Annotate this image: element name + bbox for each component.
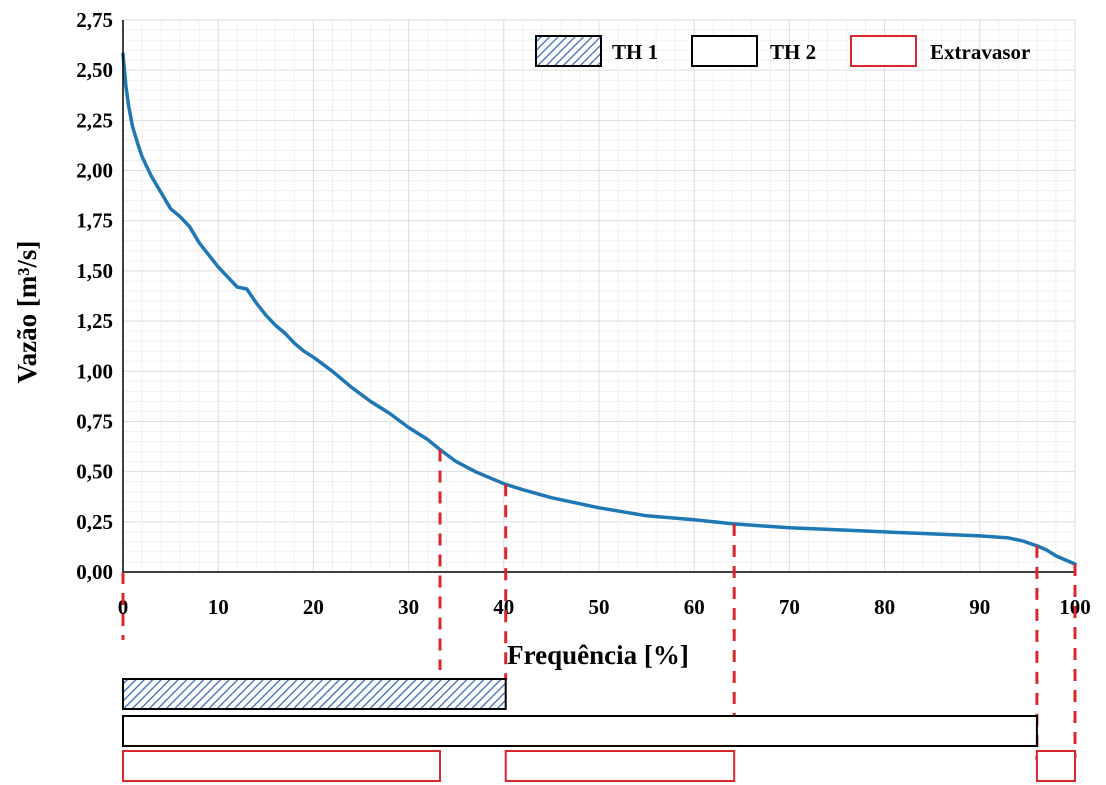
operation-bar-extravasor bbox=[122, 750, 442, 782]
y-tick-label: 2,25 bbox=[76, 108, 113, 132]
legend-label: Extravasor bbox=[930, 40, 1030, 64]
legend-label: TH 2 bbox=[770, 40, 816, 64]
legend-swatch-th-2 bbox=[691, 35, 758, 67]
grid-lines bbox=[122, 19, 1076, 573]
x-tick-label: 20 bbox=[303, 595, 324, 619]
y-tick-labels: 0,00 0,25 0,50 0,75 1,00 1,25 1,50 1,75 2,00 2,25… bbox=[76, 8, 113, 584]
operation-bar-extravasor bbox=[504, 750, 736, 782]
x-tick-label: 50 bbox=[589, 595, 610, 619]
operation-bar-th-1 bbox=[122, 678, 507, 710]
x-tick-label: 80 bbox=[874, 595, 895, 619]
x-tick-label: 70 bbox=[779, 595, 800, 619]
legend-swatch-th-1 bbox=[535, 35, 602, 67]
y-tick-label: 0,00 bbox=[76, 560, 113, 584]
x-tick-label: 90 bbox=[969, 595, 990, 619]
x-tick-label: 30 bbox=[398, 595, 419, 619]
x-tick-label: 60 bbox=[684, 595, 705, 619]
legend-swatch-extravasor bbox=[850, 35, 917, 67]
legend-label: TH 1 bbox=[612, 40, 658, 64]
y-tick-label: 1,25 bbox=[76, 309, 113, 333]
y-tick-label: 1,50 bbox=[76, 259, 113, 283]
curve-layer bbox=[121, 52, 1077, 566]
x-tick-label: 10 bbox=[208, 595, 229, 619]
flow-duration-curve bbox=[121, 52, 1077, 566]
operation-bars bbox=[122, 678, 1077, 782]
axes bbox=[122, 20, 1075, 573]
operation-bar-extravasor bbox=[1035, 750, 1077, 782]
operation-bar-th-2 bbox=[122, 715, 1038, 747]
y-axis-title: Vazão [m³/s] bbox=[12, 241, 42, 384]
x-tick-labels: 0102030405060708090100 bbox=[118, 595, 1091, 619]
legend: TH 1 TH 2 Extravasor bbox=[535, 35, 1030, 67]
y-tick-label: 2,00 bbox=[76, 159, 113, 183]
y-tick-label: 2,50 bbox=[76, 58, 113, 82]
x-axis-title: Frequência [%] bbox=[507, 640, 689, 670]
y-tick-label: 2,75 bbox=[76, 8, 113, 32]
x-tick-label: 0 bbox=[118, 595, 129, 619]
x-tick-label: 40 bbox=[493, 595, 514, 619]
y-tick-label: 1,00 bbox=[76, 359, 113, 383]
y-tick-label: 0,50 bbox=[76, 460, 113, 484]
y-tick-label: 1,75 bbox=[76, 209, 113, 233]
y-tick-label: 0,75 bbox=[76, 409, 113, 433]
y-tick-label: 0,25 bbox=[76, 510, 113, 534]
